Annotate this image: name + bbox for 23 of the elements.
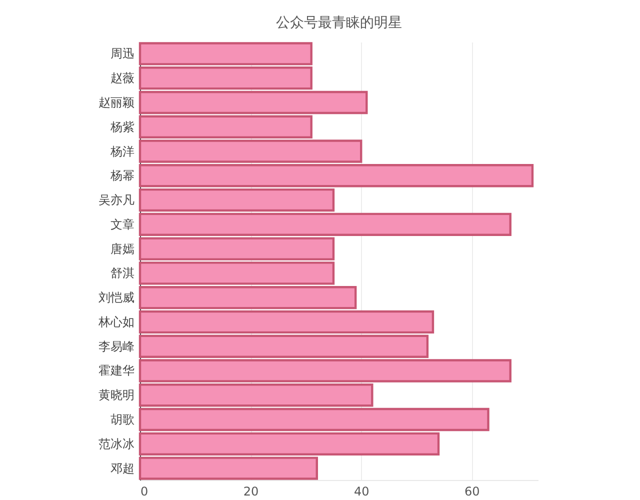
y-tick-label: 李易峰 bbox=[98, 339, 134, 354]
y-tick-label: 黄晓明 bbox=[98, 388, 134, 402]
y-tick-label: 霍建华 bbox=[98, 364, 134, 378]
y-tick-label: 唐嫣 bbox=[110, 242, 134, 256]
y-tick-label: 胡歌 bbox=[110, 412, 134, 427]
y-tick-label: 杨洋 bbox=[110, 144, 134, 158]
x-tick-label: 20 bbox=[243, 484, 259, 498]
y-tick-label: 赵丽颖 bbox=[98, 95, 134, 110]
y-tick-label: 杨紫 bbox=[110, 120, 134, 134]
y-tick-label: 舒淇 bbox=[110, 266, 134, 280]
y-tick-label: 周迅 bbox=[110, 46, 134, 61]
x-tick-label: 60 bbox=[464, 484, 480, 498]
chart-title: 公众号最青睐的明星 bbox=[276, 15, 402, 31]
y-tick-label: 吴亦凡 bbox=[98, 193, 134, 208]
y-tick-label: 邓超 bbox=[110, 461, 134, 476]
y-tick-label: 刘恺威 bbox=[98, 290, 134, 305]
y-tick-label: 文章 bbox=[110, 217, 134, 232]
y-tick-label: 赵薇 bbox=[110, 71, 134, 86]
x-tick-label: 40 bbox=[354, 484, 370, 498]
y-tick-label: 林心如 bbox=[98, 314, 134, 329]
x-tick-label: 0 bbox=[140, 484, 148, 498]
y-tick-label: 范冰冰 bbox=[98, 436, 134, 451]
y-tick-label: 杨幂 bbox=[110, 168, 134, 183]
